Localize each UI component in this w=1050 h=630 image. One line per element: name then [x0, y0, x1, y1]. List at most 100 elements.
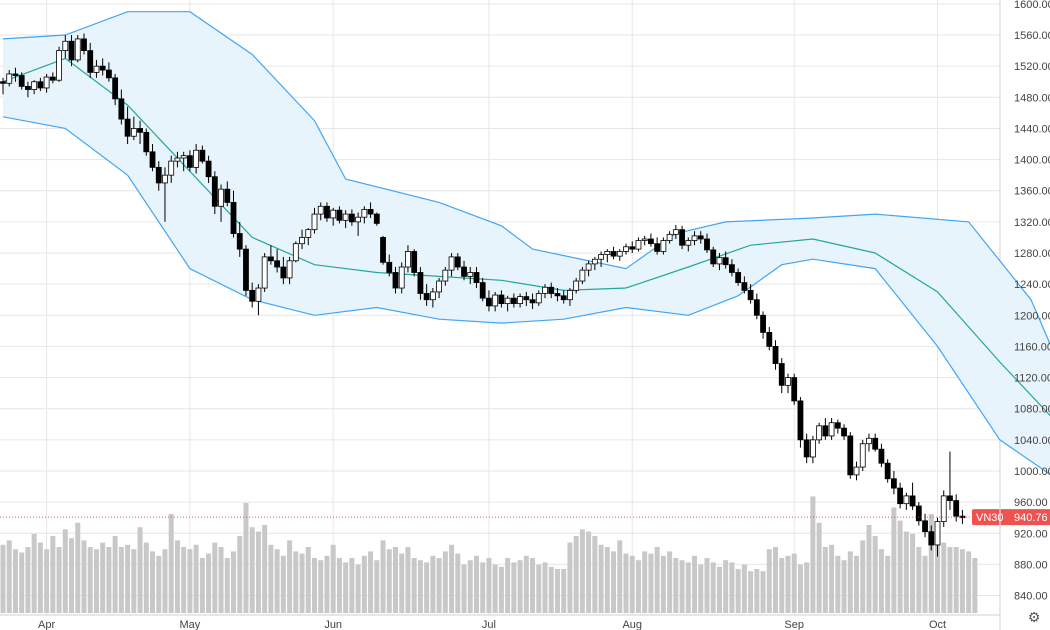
candle-body — [180, 155, 187, 159]
volume-bar — [106, 547, 112, 613]
y-tick-label: 1040.00 — [1014, 435, 1050, 447]
volume-bar — [804, 562, 810, 613]
badge-symbol: VN30 — [976, 512, 1004, 524]
candle-body — [940, 495, 947, 522]
candle-body — [348, 213, 355, 223]
gear-icon[interactable]: ⚙ — [1027, 610, 1041, 626]
volume-bar — [312, 558, 317, 613]
candle-body — [704, 238, 710, 251]
candle-body — [106, 69, 112, 79]
volume-bar — [81, 540, 87, 613]
volume-bar — [206, 553, 212, 613]
y-tick-label: 1200.00 — [1014, 310, 1050, 322]
volume-bar — [411, 558, 417, 613]
candle-body — [629, 246, 636, 250]
candle-body — [542, 286, 548, 294]
y-tick-label: 1520.00 — [1014, 61, 1050, 73]
candle-body — [211, 176, 218, 207]
x-tick-label: Aug — [622, 619, 642, 630]
candle-body — [49, 76, 56, 81]
candle-body — [486, 297, 492, 307]
volume-bar — [231, 551, 237, 613]
candle-body — [741, 282, 748, 291]
candle-body — [828, 422, 835, 437]
volume-bar — [392, 547, 398, 613]
volume-bar — [654, 547, 660, 613]
candle-body — [567, 289, 573, 301]
candle-body — [672, 229, 679, 235]
candle-body — [897, 487, 904, 505]
volume-bar — [673, 558, 679, 613]
candle-body — [243, 248, 249, 291]
volume-bar — [723, 560, 729, 613]
y-tick-label: 1600.00 — [1014, 0, 1050, 11]
volume-bar — [816, 522, 822, 613]
volume-bar — [517, 560, 523, 613]
y-tick-label: 840.00 — [1014, 591, 1048, 603]
candle-body — [274, 260, 281, 268]
candle-body — [454, 256, 461, 268]
volume-bar — [698, 564, 704, 613]
volume-bar — [19, 552, 25, 613]
volume-bar — [355, 564, 361, 613]
candle-body — [841, 427, 847, 437]
volume-bar — [237, 536, 243, 613]
candle-body — [261, 256, 268, 289]
candle-body — [616, 251, 623, 257]
volume-bar — [349, 558, 355, 613]
volume-bar — [31, 533, 37, 613]
candle-body — [124, 118, 131, 137]
candle-body — [317, 205, 324, 215]
volume-bar — [941, 542, 947, 613]
volume-bar — [243, 503, 249, 613]
candle-body — [579, 269, 586, 282]
candle-body — [816, 425, 823, 441]
candle-body — [405, 251, 411, 268]
candle-body — [174, 157, 181, 162]
volume-bar — [829, 544, 835, 613]
candle-body — [492, 294, 499, 307]
x-tick-label: Jun — [324, 619, 342, 630]
volume-bar — [69, 538, 75, 613]
volume-bar — [112, 536, 118, 613]
candle-body — [99, 65, 106, 71]
volume-bar — [922, 555, 928, 613]
candle-body — [791, 377, 798, 402]
volume-bars — [0, 496, 978, 613]
volume-bar — [6, 540, 12, 613]
candle-body — [797, 400, 804, 441]
candle-body — [162, 174, 168, 184]
candle-body — [429, 291, 436, 301]
volume-bar — [480, 562, 486, 613]
candle-body — [311, 213, 318, 231]
volume-bar — [168, 514, 174, 613]
candle-body — [623, 246, 629, 252]
candle-body — [610, 251, 617, 257]
candle-body — [772, 346, 779, 364]
volume-bar — [299, 553, 305, 613]
candle-body — [585, 263, 592, 271]
volume-bar — [642, 551, 648, 613]
candle-body — [735, 272, 742, 283]
candle-body — [87, 50, 94, 73]
candle-body — [479, 282, 486, 299]
candle-body — [666, 233, 673, 241]
candle-body — [31, 81, 38, 90]
band-upper — [2, 11, 1050, 346]
y-tick-label: 1440.00 — [1014, 123, 1050, 135]
volume-bar — [330, 544, 336, 613]
volume-bar — [218, 547, 224, 613]
candle-body — [523, 296, 530, 301]
candle-body — [392, 272, 399, 289]
volume-bar — [947, 547, 953, 613]
y-tick-label: 1280.00 — [1014, 248, 1050, 260]
candle-body — [292, 243, 299, 262]
candle-body — [168, 160, 175, 176]
x-tick-label: Oct — [929, 619, 946, 630]
candle-body — [679, 229, 685, 246]
candle-body — [149, 151, 156, 168]
volume-bar — [554, 569, 560, 613]
candle-body — [573, 280, 580, 291]
candle-body — [504, 297, 511, 305]
